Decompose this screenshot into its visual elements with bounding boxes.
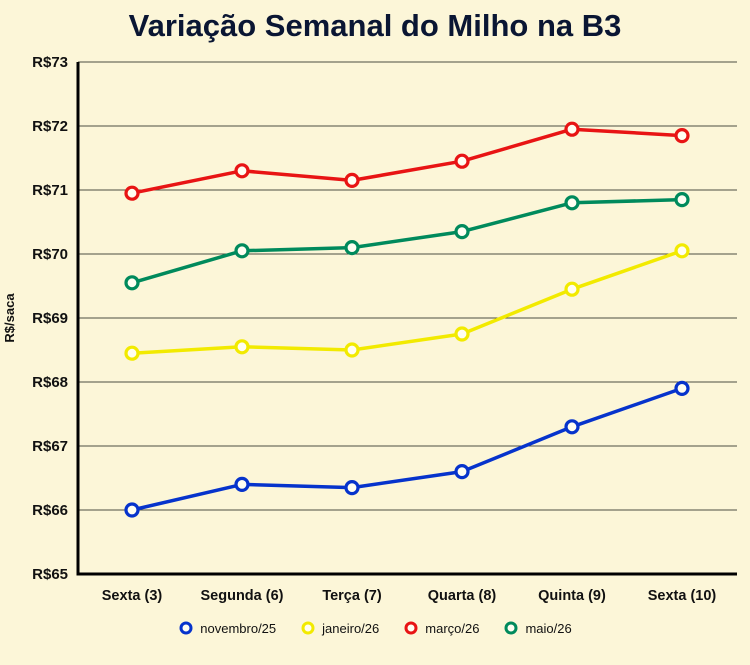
data-point-janeiro-26 <box>674 243 690 259</box>
y-tick-label: R$65 <box>32 566 68 583</box>
data-point-maio-26 <box>344 240 360 256</box>
y-tick-label: R$69 <box>32 310 68 327</box>
data-point-mar-o-26 <box>674 127 690 144</box>
series-line-mar-o-26 <box>130 127 684 195</box>
data-point-novembro-25 <box>344 480 360 496</box>
data-point-maio-26 <box>124 275 140 291</box>
data-point-maio-26 <box>234 243 250 259</box>
series-line-maio-26 <box>130 197 684 285</box>
legend-item: março/26 <box>403 620 479 636</box>
legend-item: novembro/25 <box>178 620 276 636</box>
y-tick-label: R$71 <box>32 182 68 199</box>
legend-marker-icon <box>179 621 193 635</box>
chart-legend: novembro/25 janeiro/26 março/26 maio/26 <box>0 620 750 636</box>
data-point-novembro-25 <box>234 476 250 492</box>
y-tick-label: R$68 <box>32 374 68 391</box>
x-tick-label: Segunda (6) <box>201 588 284 604</box>
x-tick-label: Quinta (9) <box>538 588 606 604</box>
line-chart-plot-area: R$65 R$66 R$67 R$68 R$69 R$70 R$71 R$72 R$73 Sext… <box>2 54 737 604</box>
data-point-mar-o-26 <box>344 172 360 188</box>
y-tick-label: R$67 <box>32 438 68 455</box>
legend-marker-icon <box>504 621 518 635</box>
data-point-mar-o-26 <box>454 153 470 169</box>
y-tick-label: R$72 <box>32 118 68 135</box>
series-line-janeiro-26 <box>130 249 684 355</box>
legend-marker-icon <box>404 621 418 635</box>
data-point-mar-o-26 <box>564 121 580 137</box>
legend-label: março/26 <box>425 620 480 636</box>
data-point-mar-o-26 <box>124 185 140 201</box>
data-point-maio-26 <box>674 192 690 208</box>
data-point-janeiro-26 <box>234 339 250 355</box>
x-tick-label: Terça (7) <box>322 588 382 604</box>
data-point-janeiro-26 <box>564 281 580 297</box>
data-point-janeiro-26 <box>454 326 470 342</box>
data-point-janeiro-26 <box>344 342 360 358</box>
legend-label: janeiro/26 <box>322 620 380 636</box>
y-tick-label: R$73 <box>32 54 68 71</box>
chart-title: Variação Semanal do Milho na B3 <box>128 8 622 43</box>
x-tick-label: Quarta (8) <box>428 588 497 604</box>
data-point-novembro-25 <box>564 419 580 435</box>
y-tick-label: R$70 <box>32 246 68 263</box>
series-line-novembro-25 <box>130 386 684 512</box>
legend-item: maio/26 <box>503 620 572 636</box>
x-tick-label: Sexta (10) <box>648 588 717 604</box>
data-point-novembro-25 <box>124 502 140 518</box>
data-point-novembro-25 <box>674 380 690 396</box>
data-point-maio-26 <box>454 224 470 240</box>
x-tick-label: Sexta (3) <box>102 588 163 604</box>
data-point-mar-o-26 <box>234 163 250 179</box>
y-tick-label: R$66 <box>32 502 68 519</box>
legend-item: janeiro/26 <box>300 620 379 636</box>
data-point-janeiro-26 <box>124 345 140 361</box>
legend-label: novembro/25 <box>200 620 277 636</box>
legend-label: maio/26 <box>525 620 572 636</box>
data-point-maio-26 <box>564 195 580 211</box>
data-point-novembro-25 <box>454 464 470 480</box>
y-axis-title: R$/saca <box>2 293 17 343</box>
legend-marker-icon <box>301 621 315 635</box>
